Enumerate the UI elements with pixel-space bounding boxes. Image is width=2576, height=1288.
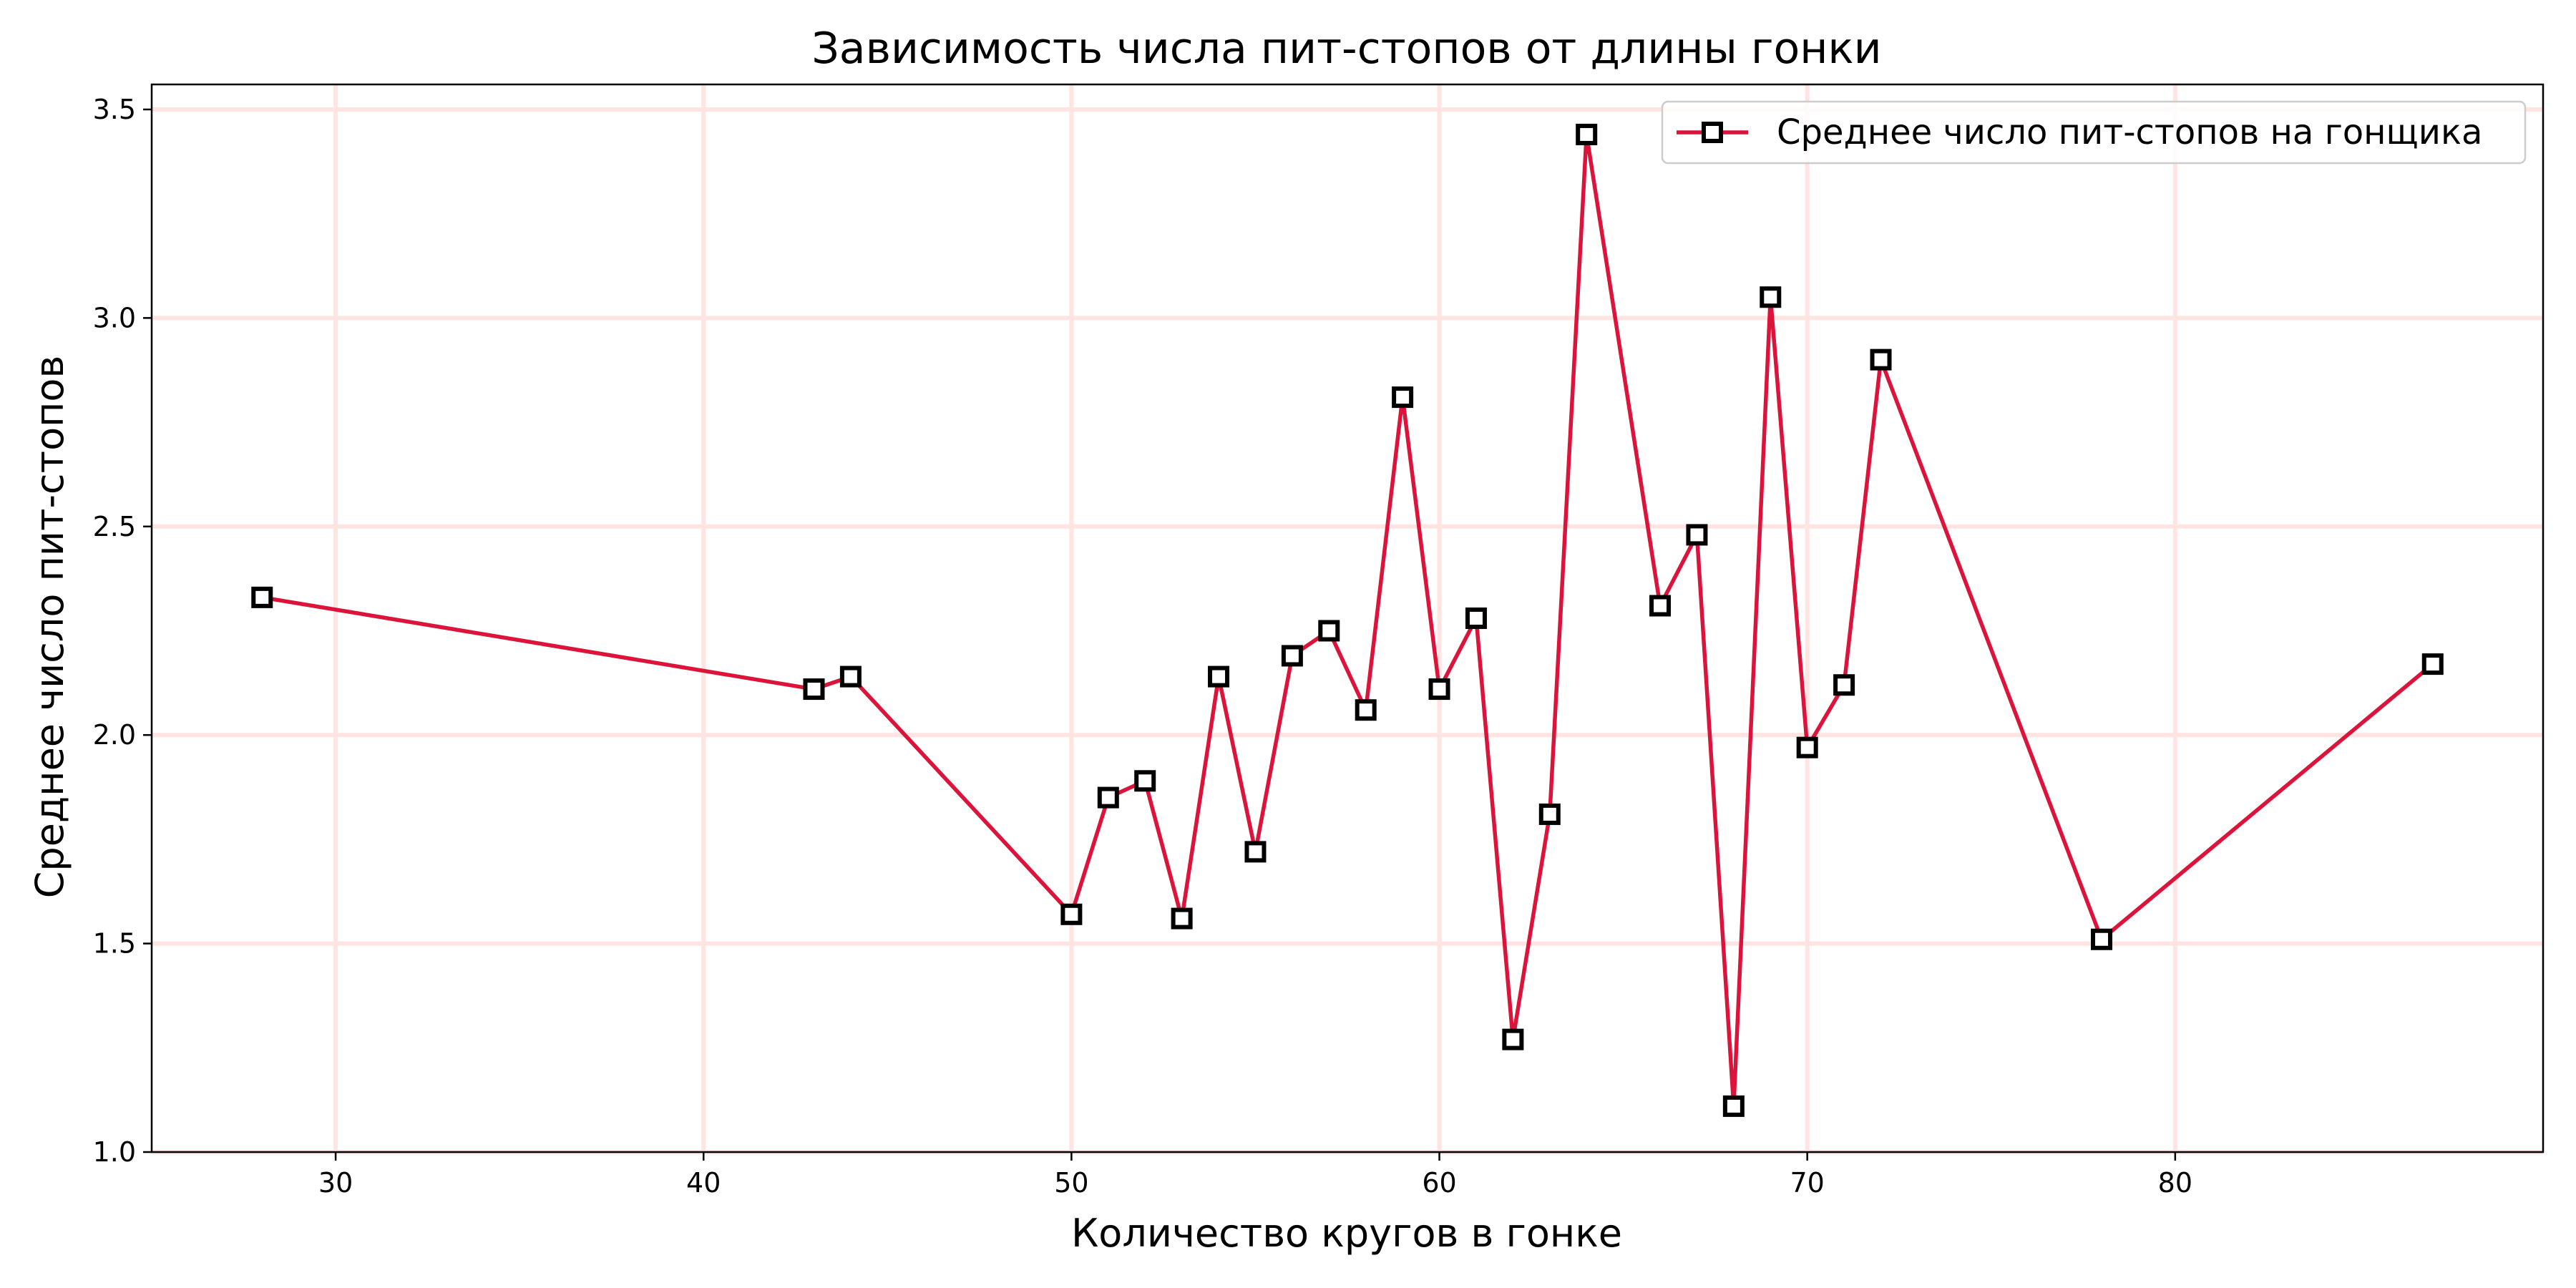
y-axis-label: Среднее число пит-стопов: [27, 356, 72, 899]
data-point: [1171, 907, 1193, 930]
data-point: [1428, 678, 1450, 701]
x-tick-label: 60: [1422, 1167, 1456, 1199]
x-axis-label: Количество кругов в гонке: [1071, 1211, 1622, 1256]
chart-title: Зависимость числа пит-стопов от длины го…: [811, 24, 1881, 74]
data-point: [2421, 653, 2444, 675]
x-tick-label: 80: [2158, 1167, 2192, 1199]
data-point: [1538, 803, 1561, 825]
y-tick-label: 3.0: [93, 302, 136, 333]
plot-frame: [150, 83, 2545, 1153]
data-point: [251, 586, 273, 608]
y-axis-ticks: 1.0 1.5 2.0 2.5 3.0 3.5: [93, 94, 152, 1168]
data-point: [1244, 841, 1267, 863]
x-tick-label: 30: [318, 1167, 353, 1199]
data-point: [1097, 786, 1119, 809]
data-point: [1870, 348, 1892, 371]
data-point: [1760, 286, 1782, 308]
legend-marker-sample: [1702, 122, 1723, 143]
data-point: [1649, 595, 1672, 617]
data-point: [1576, 123, 1598, 145]
y-tick-label: 1.5: [93, 928, 136, 960]
data-point: [1833, 674, 1855, 696]
data-point: [1318, 620, 1340, 642]
data-point: [1502, 1028, 1524, 1050]
data-point: [1796, 736, 1818, 758]
x-tick-label: 40: [686, 1167, 721, 1199]
y-tick-label: 3.5: [93, 94, 136, 125]
series-group: [251, 123, 2444, 1117]
y-tick-label: 1.0: [93, 1136, 136, 1168]
data-point: [803, 678, 825, 701]
data-point: [1392, 386, 1414, 409]
y-tick-label: 2.5: [93, 511, 136, 542]
data-point: [1722, 1095, 1745, 1117]
data-point: [839, 665, 862, 688]
legend: Среднее число пит-стопов на гонщика: [1661, 100, 2527, 165]
data-point: [1060, 903, 1083, 925]
x-tick-label: 70: [1790, 1167, 1825, 1199]
x-tick-label: 50: [1054, 1167, 1088, 1199]
data-point: [1465, 608, 1487, 629]
legend-box: [1661, 100, 2527, 165]
data-point: [1281, 645, 1303, 667]
data-point: [2091, 928, 2113, 950]
data-point: [1355, 699, 1377, 721]
data-point: [1134, 770, 1156, 792]
legend-entry-label: Среднее число пит-стопов на гонщика: [1777, 112, 2482, 152]
data-point: [1208, 665, 1230, 688]
y-tick-label: 2.0: [93, 719, 136, 751]
x-axis-ticks: 30 40 50 60 70 80: [318, 1152, 2192, 1199]
data-point: [1686, 524, 1708, 546]
